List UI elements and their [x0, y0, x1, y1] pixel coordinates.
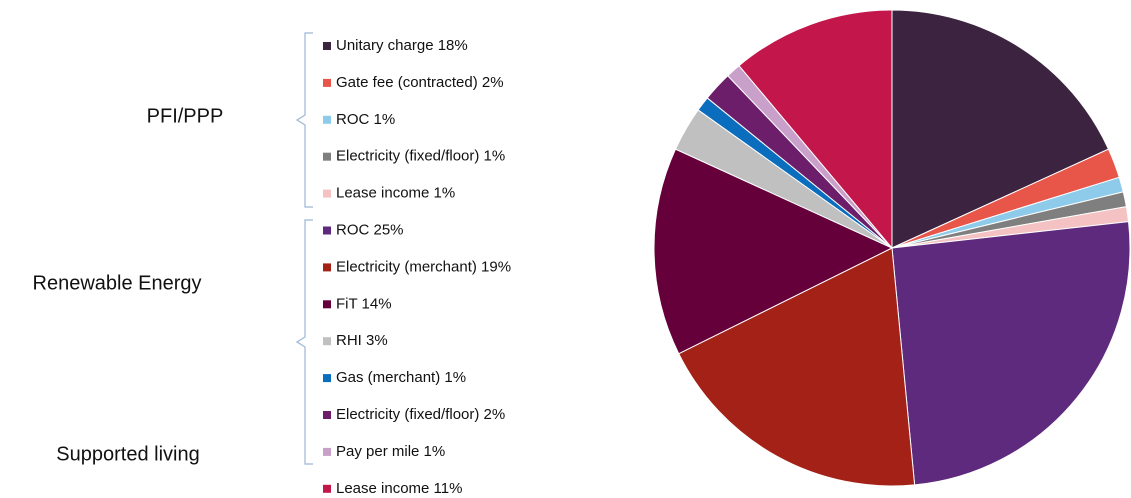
legend-swatch	[323, 78, 331, 87]
pie-slice	[891, 9, 1110, 249]
legend-label: Unitary charge 18%	[336, 37, 468, 54]
legend-swatch	[323, 337, 331, 346]
group-label: Renewable Energy	[33, 272, 202, 294]
legend-swatch	[323, 263, 331, 272]
pie-slice	[678, 247, 916, 487]
pie-slice	[891, 221, 1131, 486]
legend-swatch	[323, 42, 331, 50]
group-label: PFI/PPP	[147, 105, 224, 127]
legend-swatch	[323, 115, 331, 124]
pie-slice	[738, 9, 893, 250]
legend-label: Lease income 11%	[336, 480, 462, 497]
legend-swatch	[323, 447, 331, 456]
legend-label: Pay per mile 1%	[336, 443, 445, 460]
legend-swatch	[323, 484, 331, 493]
legend-label: ROC 25%	[336, 221, 404, 238]
legend-swatch	[323, 374, 331, 383]
legend-label: Gas (merchant) 1%	[336, 369, 466, 386]
legend-label: ROC 1%	[336, 111, 395, 128]
legend-label: Lease income 1%	[336, 185, 455, 202]
legend-swatch	[323, 226, 331, 235]
legend-label: Electricity (merchant) 19%	[336, 258, 511, 275]
legend-label: FiT 14%	[336, 295, 392, 312]
legend-swatch	[323, 411, 331, 419]
legend-swatch	[323, 300, 331, 309]
legend-swatch	[323, 152, 331, 161]
legend-swatch	[323, 189, 331, 198]
group-bracket	[295, 219, 313, 465]
pie-slice	[653, 148, 894, 355]
legend-label: RHI 3%	[336, 332, 388, 349]
legend-label: Electricity (fixed/floor) 2%	[336, 406, 505, 423]
legend-label: Gate fee (contracted) 2%	[336, 74, 504, 91]
group-bracket	[295, 32, 313, 208]
legend-label: Electricity (fixed/floor) 1%	[336, 148, 505, 165]
group-label: Supported living	[56, 443, 199, 465]
